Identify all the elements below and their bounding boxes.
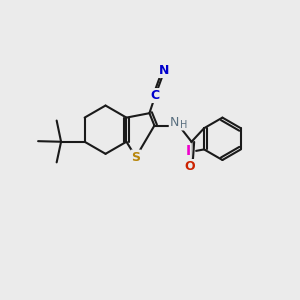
Text: S: S (131, 151, 140, 164)
Text: I: I (186, 144, 191, 158)
Text: N: N (159, 64, 169, 77)
Text: H: H (180, 120, 187, 130)
Text: O: O (185, 160, 195, 173)
Text: N: N (170, 116, 179, 128)
Text: C: C (151, 89, 160, 102)
